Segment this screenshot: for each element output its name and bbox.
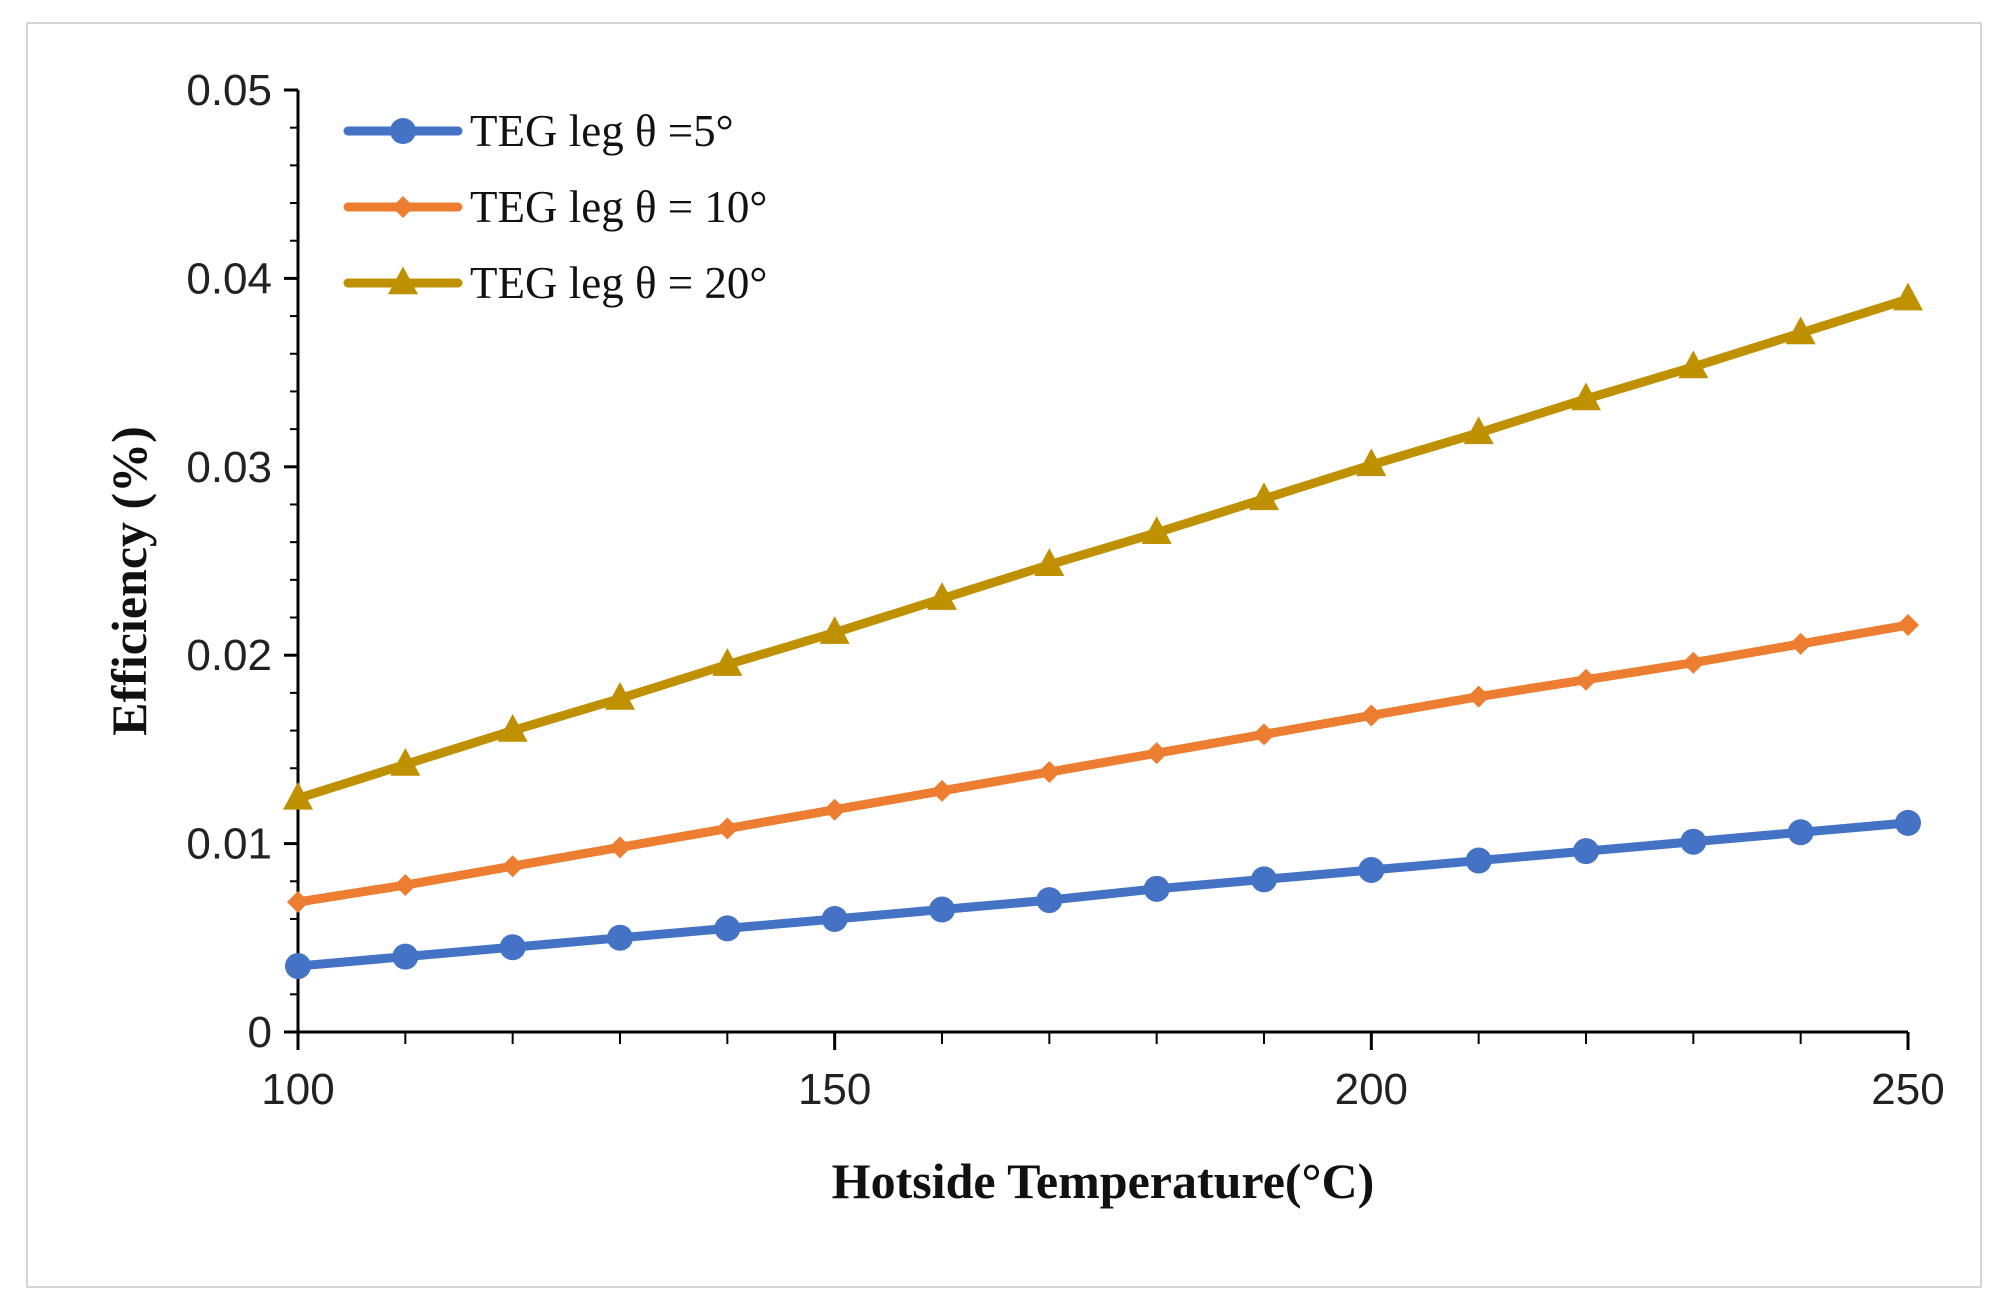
series-1	[285, 809, 1921, 980]
data-point	[1034, 548, 1065, 577]
data-point	[287, 891, 309, 914]
data-point	[501, 855, 524, 878]
legend-label: TEG leg θ = 20°	[470, 258, 767, 308]
data-point	[394, 874, 417, 897]
data-point	[823, 798, 846, 821]
data-point	[1143, 875, 1170, 902]
data-point	[607, 924, 633, 951]
y-tick-label: 0	[248, 1008, 272, 1057]
x-tick-label: 100	[261, 1065, 334, 1114]
data-point	[1463, 416, 1494, 445]
series-line	[293, 620, 1913, 907]
data-point	[1036, 887, 1063, 914]
legend-item: TEG leg θ =5°	[343, 106, 734, 156]
data-point	[283, 781, 313, 810]
data-point	[390, 747, 421, 776]
y-axis-title: Efficiency (%)	[101, 426, 157, 736]
data-point	[1575, 668, 1597, 691]
legend-marker	[388, 266, 418, 295]
data-point	[929, 896, 955, 923]
data-point	[716, 817, 739, 840]
x-axis-title: Hotside Temperature(°C)	[832, 1153, 1375, 1209]
data-point	[1682, 651, 1705, 674]
tick-marks: 0 0.01 0.02 0.03 0.04 0.05 100 150 200 250	[186, 66, 1944, 1114]
data-point	[605, 682, 635, 710]
y-tick-label: 0.02	[186, 631, 272, 680]
data-point	[1251, 866, 1277, 893]
chart-frame	[26, 22, 1982, 1288]
data-point	[1789, 632, 1812, 655]
data-point	[1895, 809, 1921, 836]
x-tick-label: 150	[798, 1065, 871, 1114]
data-point	[1678, 350, 1709, 379]
legend: TEG leg θ =5° TEG leg θ = 10° TEG leg θ = …	[343, 106, 767, 308]
data-point	[1145, 742, 1168, 765]
series-3	[283, 282, 1923, 810]
data-point	[1356, 448, 1387, 477]
data-point	[1253, 723, 1275, 746]
legend-item: TEG leg θ = 10°	[343, 182, 767, 232]
data-point	[1358, 856, 1385, 883]
y-tick-label: 0.05	[186, 66, 272, 115]
series-line	[293, 294, 1913, 803]
data-point	[609, 836, 631, 859]
data-point	[285, 953, 311, 980]
x-tick-label: 200	[1335, 1065, 1408, 1114]
series-2	[287, 614, 1919, 914]
data-point	[497, 714, 528, 742]
data-point	[1360, 704, 1383, 727]
data-point	[927, 582, 957, 610]
data-point	[1893, 282, 1923, 311]
legend-item: TEG leg θ = 20°	[343, 258, 767, 308]
data-point	[712, 648, 743, 676]
y-tick-label: 0.03	[186, 443, 272, 492]
data-point	[1465, 847, 1492, 874]
data-point	[1573, 838, 1599, 865]
data-point	[819, 616, 850, 644]
legend-marker	[392, 196, 414, 218]
data-point	[1141, 516, 1172, 544]
data-point	[1571, 382, 1601, 411]
series-layer	[283, 282, 1923, 980]
data-point	[1038, 761, 1061, 784]
legend-marker	[390, 118, 416, 144]
legend-label: TEG leg θ = 10°	[470, 182, 767, 232]
data-point	[1680, 828, 1707, 855]
data-point	[1785, 316, 1816, 345]
data-point	[1467, 685, 1490, 708]
data-point	[821, 905, 848, 932]
data-point	[1897, 614, 1919, 637]
data-point	[931, 779, 953, 802]
data-point	[1249, 482, 1279, 511]
series-line	[293, 818, 1913, 971]
legend-label: TEG leg θ =5°	[470, 106, 734, 156]
data-point	[499, 934, 526, 961]
axes	[296, 90, 1908, 1034]
x-tick-label: 250	[1871, 1065, 1944, 1114]
data-point	[392, 943, 419, 970]
data-point	[1787, 819, 1814, 846]
data-point	[714, 915, 741, 942]
y-tick-label: 0.01	[186, 820, 272, 869]
y-tick-label: 0.04	[186, 254, 272, 303]
